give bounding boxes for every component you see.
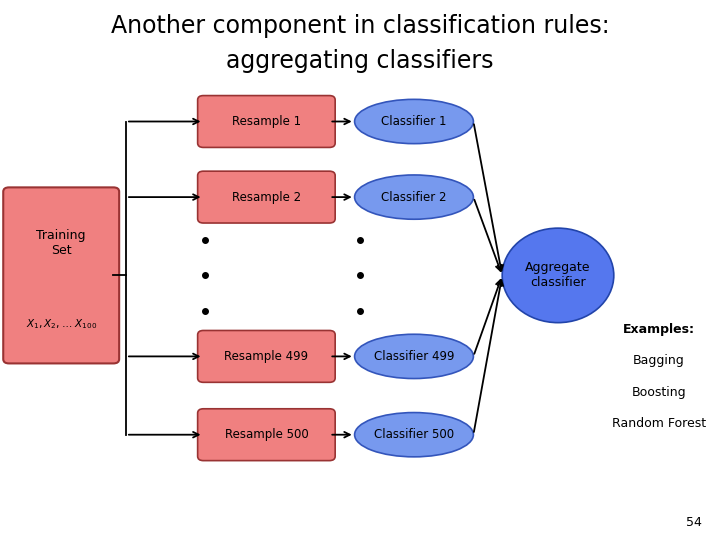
Text: Resample 2: Resample 2 — [232, 191, 301, 204]
FancyBboxPatch shape — [197, 171, 335, 223]
FancyBboxPatch shape — [197, 96, 335, 147]
Text: Bagging: Bagging — [633, 354, 685, 367]
Ellipse shape — [354, 99, 474, 144]
FancyBboxPatch shape — [197, 330, 335, 382]
Text: Classifier 2: Classifier 2 — [382, 191, 446, 204]
Text: Classifier 499: Classifier 499 — [374, 350, 454, 363]
Text: $X_1, X_2, \ldots\ X_{100}$: $X_1, X_2, \ldots\ X_{100}$ — [25, 317, 97, 331]
Text: Classifier 1: Classifier 1 — [382, 115, 446, 128]
Ellipse shape — [354, 334, 474, 379]
Text: Resample 500: Resample 500 — [225, 428, 308, 441]
Text: Examples:: Examples: — [623, 323, 695, 336]
Text: aggregating classifiers: aggregating classifiers — [226, 49, 494, 72]
FancyBboxPatch shape — [197, 409, 335, 461]
Ellipse shape — [354, 413, 474, 457]
Text: Classifier 500: Classifier 500 — [374, 428, 454, 441]
Text: Resample 499: Resample 499 — [225, 350, 308, 363]
Ellipse shape — [503, 228, 613, 322]
Ellipse shape — [354, 175, 474, 219]
Text: Boosting: Boosting — [631, 386, 686, 399]
Text: 54: 54 — [686, 516, 702, 529]
FancyBboxPatch shape — [4, 187, 119, 363]
Text: Another component in classification rules:: Another component in classification rule… — [111, 14, 609, 37]
Text: Random Forest: Random Forest — [612, 417, 706, 430]
Text: Aggregate
classifier: Aggregate classifier — [526, 261, 590, 289]
Text: Training
Set: Training Set — [37, 229, 86, 257]
Text: Resample 1: Resample 1 — [232, 115, 301, 128]
